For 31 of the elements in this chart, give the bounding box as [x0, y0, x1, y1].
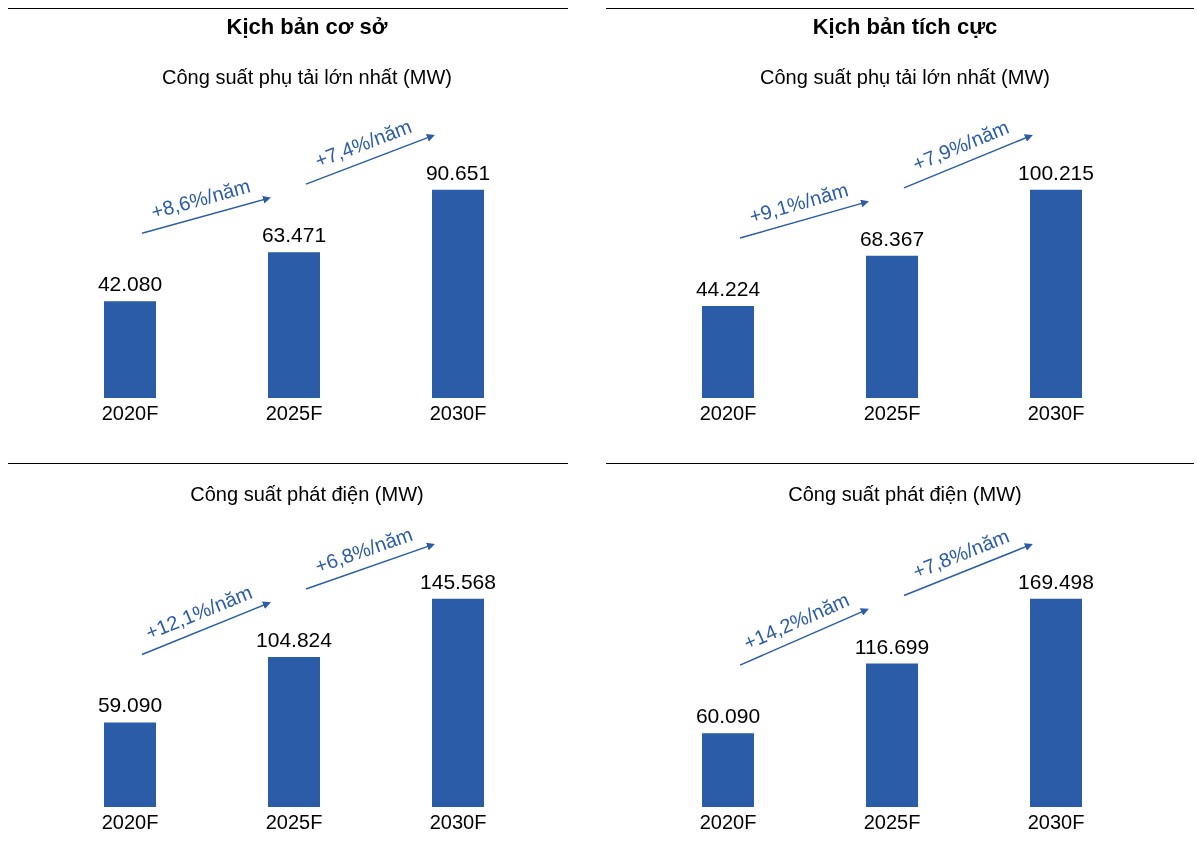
data-label: 63.471 [261, 223, 327, 247]
x-tick-label: 2020F [101, 402, 159, 425]
data-label: 44.224 [695, 277, 761, 301]
data-label: 100.215 [1018, 160, 1094, 184]
chart-subtitle: Công suất phát điện (MW) [787, 483, 1023, 506]
data-label: 68.367 [859, 226, 925, 250]
data-label: 60.090 [695, 704, 761, 728]
chart-title: Kịch bản tích cực [811, 14, 999, 40]
x-tick-label: 2025F [863, 402, 921, 425]
chart-subtitle: Công suất phụ tải lớn nhất (MW) [161, 66, 453, 89]
chart-subtitle: Công suất phát điện (MW) [189, 483, 425, 506]
data-label: 90.651 [425, 160, 491, 184]
annotation: +8,6%/năm [148, 174, 253, 223]
x-tick-label: 2030F [1027, 402, 1085, 425]
chart-subtitle: Công suất phụ tải lớn nhất (MW) [759, 66, 1051, 89]
x-tick-label: 2025F [265, 811, 323, 834]
chart-title: Kịch bản cơ sở [225, 14, 389, 40]
x-tick-label: 2020F [699, 402, 757, 425]
data-label: 104.824 [256, 627, 333, 651]
x-tick-label: 2025F [863, 811, 921, 834]
x-tick-label: 2020F [699, 811, 757, 834]
data-label: 145.568 [420, 569, 496, 593]
data-label: 169.498 [1018, 569, 1094, 593]
x-tick-label: 2030F [429, 402, 487, 425]
x-tick-label: 2020F [101, 811, 159, 834]
x-tick-label: 2030F [1027, 811, 1085, 834]
data-label: 116.699 [854, 634, 930, 658]
x-tick-label: 2025F [265, 402, 323, 425]
data-label: 59.090 [97, 693, 163, 717]
x-tick-label: 2030F [429, 811, 487, 834]
data-label: 42.080 [97, 272, 163, 296]
